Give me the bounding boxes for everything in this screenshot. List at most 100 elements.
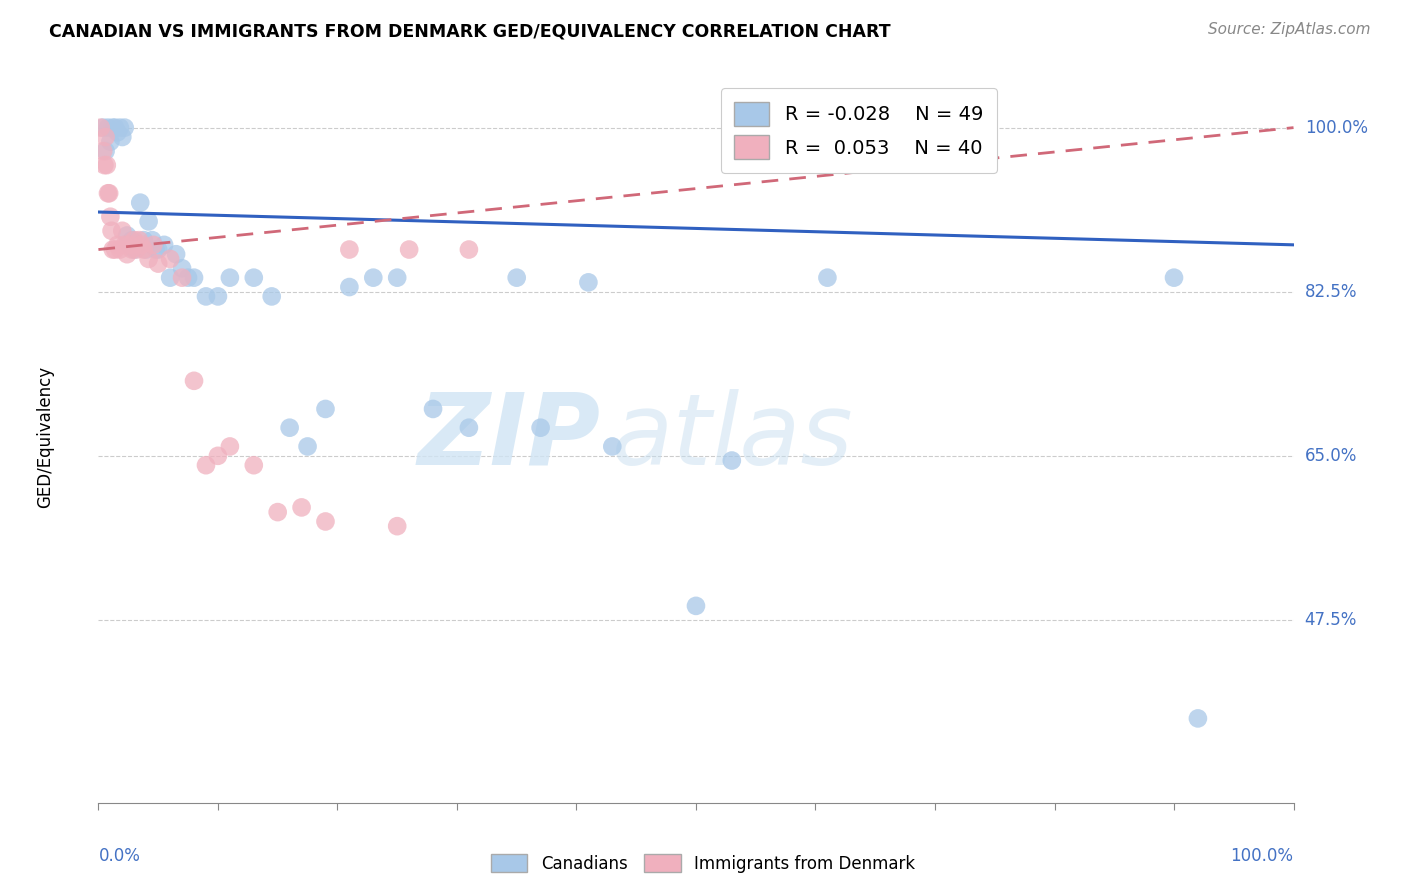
Point (142, 237, 165, 252)
Point (104, 120, 127, 135)
Point (93, 158, 115, 172)
Point (121, 243, 143, 257)
Point (94, 130, 117, 145)
Point (339, 280, 361, 294)
Point (94, 144, 117, 158)
Point (363, 270, 385, 285)
Point (121, 233, 143, 247)
Point (111, 224, 134, 238)
Point (195, 458, 218, 473)
Text: 0.0%: 0.0% (98, 847, 141, 864)
Point (422, 401, 444, 416)
Point (458, 420, 481, 434)
Point (96, 158, 118, 172)
Point (165, 247, 187, 261)
Point (118, 237, 141, 252)
Point (297, 440, 319, 454)
Point (267, 505, 290, 519)
Text: 47.5%: 47.5% (1305, 611, 1357, 629)
Point (315, 515, 337, 529)
Point (458, 243, 481, 257)
Point (132, 233, 155, 247)
Legend: Canadians, Immigrants from Denmark: Canadians, Immigrants from Denmark (484, 847, 922, 880)
Text: 82.5%: 82.5% (1305, 283, 1357, 301)
Point (107, 125, 129, 139)
Text: ZIP: ZIP (418, 389, 600, 485)
Point (125, 243, 148, 257)
Point (114, 120, 136, 135)
Point (108, 243, 131, 257)
Point (172, 261, 194, 276)
Point (602, 440, 624, 454)
Text: GED/Equivalency: GED/Equivalency (35, 366, 53, 508)
Point (90, 120, 112, 135)
Point (207, 449, 229, 463)
Point (243, 458, 266, 473)
Point (1163, 270, 1185, 285)
Point (124, 243, 146, 257)
Point (138, 252, 160, 266)
Point (141, 233, 163, 247)
Point (815, 270, 838, 285)
Point (260, 289, 283, 303)
Point (114, 237, 136, 252)
Point (115, 247, 138, 261)
Point (98, 135, 122, 149)
Point (118, 237, 141, 252)
Point (278, 420, 301, 434)
Point (111, 130, 134, 145)
Point (183, 374, 205, 388)
Point (91, 144, 114, 158)
Point (100, 224, 122, 238)
Point (315, 401, 337, 416)
Point (291, 500, 314, 515)
Point (339, 243, 361, 257)
Point (385, 270, 409, 285)
Text: Source: ZipAtlas.com: Source: ZipAtlas.com (1208, 22, 1371, 37)
Point (148, 257, 170, 271)
Point (132, 243, 155, 257)
Point (101, 120, 124, 135)
Text: CANADIAN VS IMMIGRANTS FROM DENMARK GED/EQUIVALENCY CORRELATION CHART: CANADIAN VS IMMIGRANTS FROM DENMARK GED/… (49, 22, 891, 40)
Point (115, 228, 138, 243)
Point (578, 276, 600, 290)
Point (145, 243, 167, 257)
Point (124, 233, 146, 247)
Point (104, 243, 127, 257)
Point (385, 519, 409, 533)
Point (107, 237, 129, 252)
Point (98, 210, 122, 224)
Point (183, 270, 205, 285)
Point (138, 214, 160, 228)
Point (506, 270, 529, 285)
Text: 65.0%: 65.0% (1305, 447, 1357, 465)
Point (398, 243, 420, 257)
Point (97, 120, 120, 135)
Point (177, 270, 200, 285)
Point (131, 237, 153, 252)
Point (172, 270, 194, 285)
Point (98, 186, 121, 201)
Point (685, 599, 707, 613)
Point (1187, 711, 1209, 725)
Point (135, 243, 157, 257)
Point (530, 420, 553, 434)
Text: 100.0%: 100.0% (1305, 119, 1368, 136)
Point (159, 252, 181, 266)
Point (219, 270, 242, 285)
Point (108, 120, 131, 135)
Point (153, 237, 176, 252)
Point (91, 120, 114, 135)
Point (195, 289, 218, 303)
Point (207, 289, 229, 303)
Point (128, 233, 150, 247)
Point (721, 453, 744, 467)
Point (148, 243, 170, 257)
Point (159, 270, 181, 285)
Point (243, 270, 266, 285)
Point (219, 440, 242, 454)
Point (97, 186, 120, 201)
Point (129, 195, 152, 210)
Text: 100.0%: 100.0% (1230, 847, 1294, 864)
Point (101, 243, 124, 257)
